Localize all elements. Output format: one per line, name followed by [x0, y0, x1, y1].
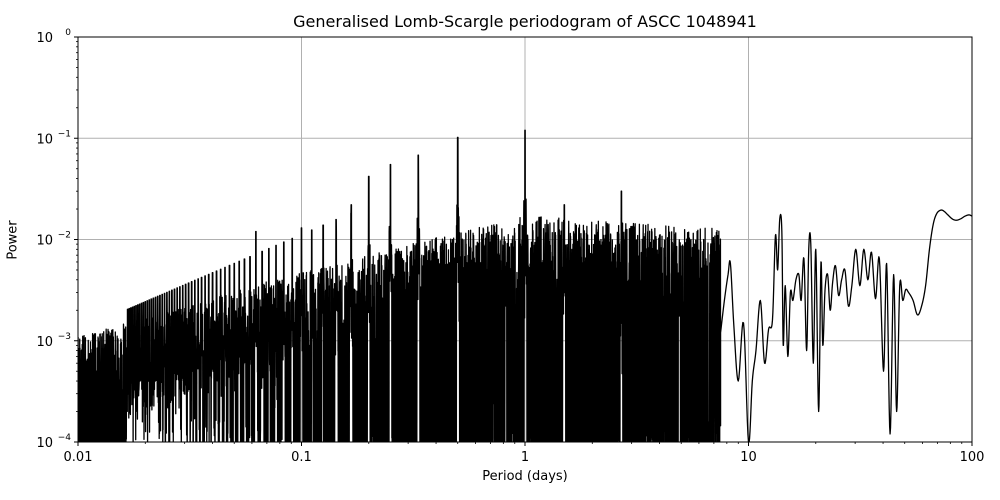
- x-tick-label: 100: [960, 450, 985, 465]
- y-tick-label: 10: [36, 335, 53, 350]
- x-tick-label: 10: [740, 450, 757, 465]
- x-tick-label: 0.01: [64, 450, 93, 465]
- chart-title: Generalised Lomb-Scargle periodogram of …: [293, 12, 757, 31]
- x-axis-label: Period (days): [482, 469, 568, 484]
- y-tick-exponent: −2: [58, 231, 71, 241]
- x-axis-ticks: 0.01 0.1 1 10 100: [64, 442, 985, 465]
- power-curve: [78, 129, 972, 442]
- y-axis-ticks: 10 0 10 −1 10 −2 10 −3 10 −4: [36, 28, 78, 451]
- y-tick-label: 10: [36, 436, 53, 451]
- periodogram-line: [78, 129, 972, 442]
- y-tick-exponent: −3: [58, 332, 71, 342]
- x-tick-label: 0.1: [291, 450, 312, 465]
- x-tick-label: 1: [521, 450, 529, 465]
- y-tick-exponent: −4: [58, 433, 72, 443]
- y-tick-label: 10: [36, 31, 53, 46]
- y-tick-exponent: −1: [58, 129, 71, 139]
- y-tick-exponent: 0: [65, 28, 71, 38]
- y-tick-label: 10: [36, 132, 53, 147]
- y-tick-label: 10: [36, 234, 53, 249]
